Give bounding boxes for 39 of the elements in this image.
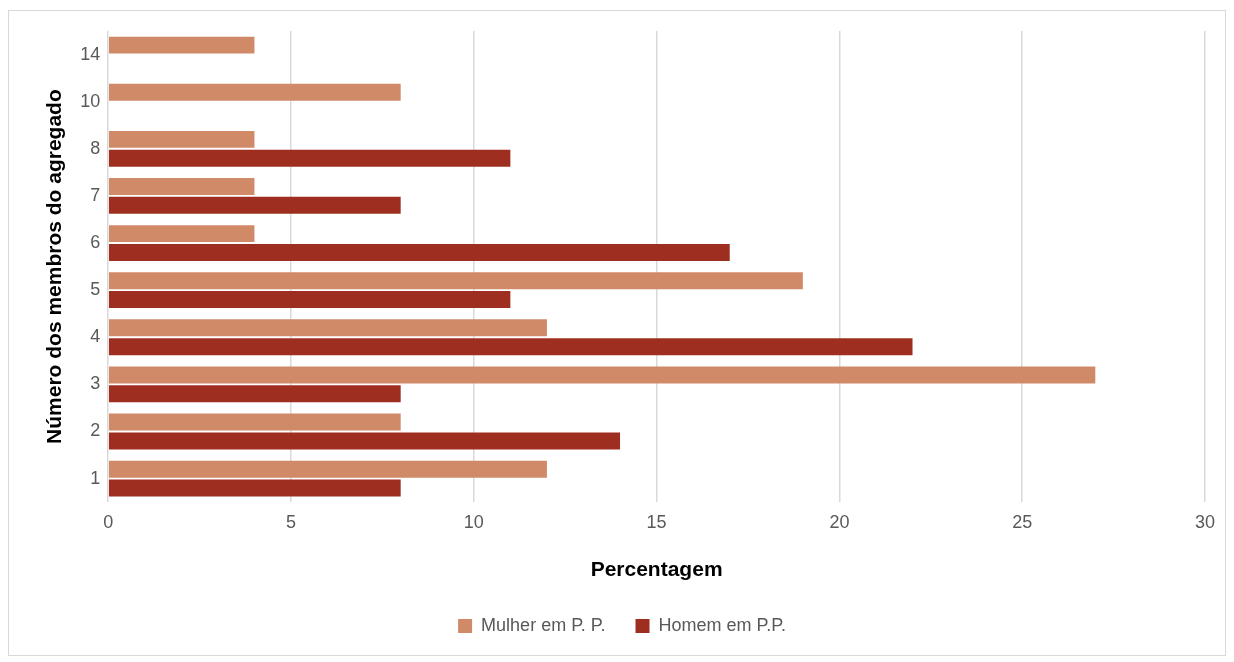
y-tick-label: 14: [80, 43, 101, 64]
bar: [108, 243, 730, 261]
bar: [108, 272, 803, 290]
x-tick-label: 15: [646, 511, 667, 532]
y-tick-label: 2: [90, 420, 101, 441]
y-tick-label: 8: [90, 137, 101, 158]
bar: [108, 130, 255, 148]
x-tick-label: 10: [463, 511, 484, 532]
y-tick-label: 1: [90, 467, 101, 488]
x-tick-label: 30: [1194, 511, 1215, 532]
bar: [108, 460, 547, 478]
bar: [108, 149, 511, 167]
bar: [108, 178, 255, 195]
y-tick-label: 6: [90, 232, 101, 253]
bar: [108, 291, 511, 309]
bar: [108, 196, 401, 214]
bar: [108, 225, 255, 243]
y-tick-label: 10: [80, 90, 101, 111]
y-tick-label: 3: [90, 373, 101, 394]
x-tick-label: 0: [103, 511, 114, 532]
bar: [108, 338, 913, 356]
bar: [108, 479, 401, 497]
bar: [108, 366, 1096, 384]
legend-label: Homem em P.P.: [658, 614, 786, 635]
y-axis-title: Número dos membros do agregado: [42, 89, 66, 444]
x-tick-label: 5: [286, 511, 297, 532]
x-tick-label: 20: [829, 511, 850, 532]
bar: [108, 385, 401, 403]
x-tick-label: 25: [1012, 511, 1033, 532]
bar: [108, 83, 401, 101]
bar: [108, 36, 255, 54]
y-tick-label: 7: [90, 184, 101, 205]
y-tick-label: 4: [90, 326, 101, 347]
x-axis-title: Percentagem: [590, 557, 723, 581]
legend-label: Mulher em P. P.: [481, 614, 606, 635]
bar: [108, 432, 621, 450]
bar: [108, 319, 547, 337]
bar: [108, 413, 401, 431]
y-tick-label: 5: [90, 279, 101, 300]
